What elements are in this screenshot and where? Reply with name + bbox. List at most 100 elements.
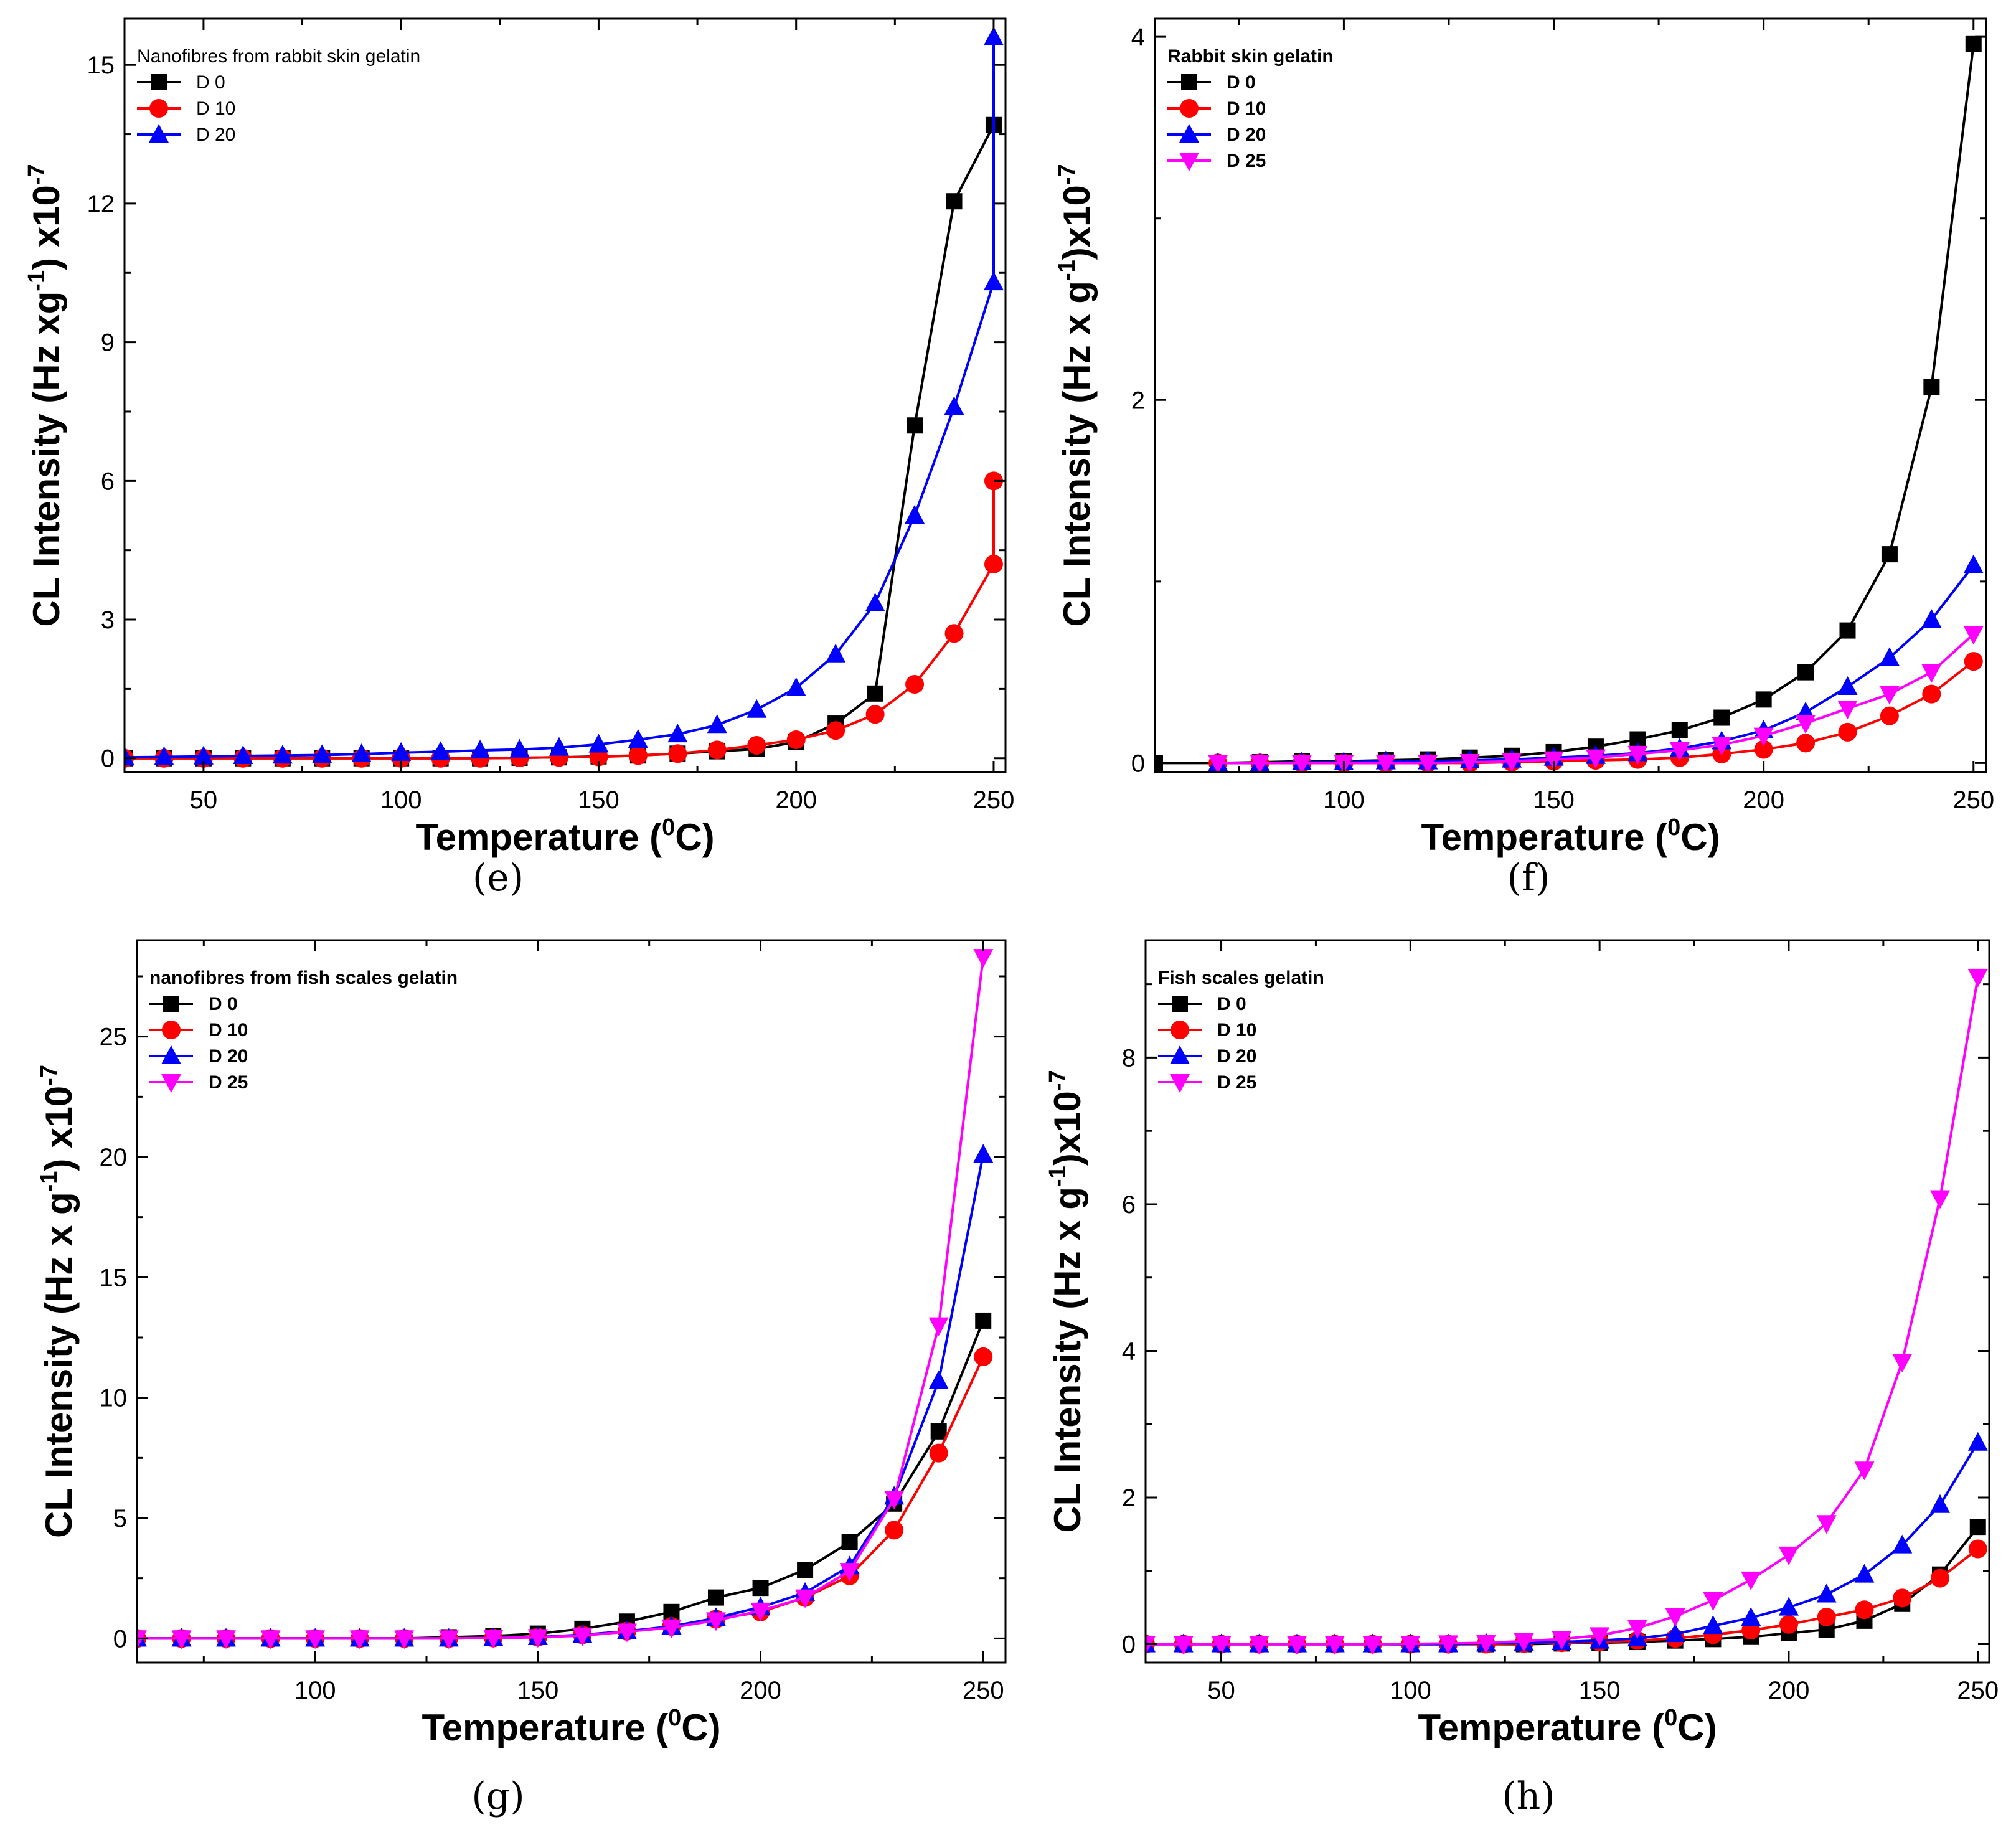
data-point <box>975 1312 992 1329</box>
data-point <box>786 730 806 750</box>
data-point <box>1476 1635 1496 1654</box>
legend-label: D 25 <box>1217 1072 1256 1093</box>
x-tick-label: 250 <box>1952 786 1994 814</box>
data-point <box>1796 734 1816 753</box>
data-point <box>1839 622 1856 639</box>
data-point <box>628 729 648 748</box>
chart-panel: 100 150 200 250 0 5 10 15 20 25 Temperature (0C) CL… <box>36 939 1007 1818</box>
data-point <box>272 745 293 764</box>
data-point <box>1712 737 1732 756</box>
data-point <box>797 1562 814 1578</box>
data-point <box>826 643 846 663</box>
data-point <box>983 26 1004 45</box>
data-point <box>470 740 491 759</box>
data-point <box>1438 1635 1459 1654</box>
legend-marker <box>1179 124 1199 143</box>
legend-label: D 0 <box>196 72 225 93</box>
legend-marker <box>161 1074 181 1093</box>
y-tick-label: 5 <box>113 1505 127 1532</box>
data-point <box>905 505 925 524</box>
legend-title: Fish scales gelatin <box>1158 968 1324 988</box>
data-point <box>1324 1636 1345 1655</box>
data-point <box>1930 1494 1951 1513</box>
legend-marker <box>1180 99 1199 118</box>
legend-label: D 10 <box>209 1020 248 1040</box>
data-point <box>572 1627 593 1646</box>
x-tick-label: 100 <box>380 786 422 814</box>
data-point <box>1931 1569 1950 1588</box>
data-point <box>747 699 767 718</box>
data-point <box>841 1534 858 1550</box>
data-point <box>171 1630 192 1649</box>
data-point <box>974 1347 993 1366</box>
y-tick-label: 4 <box>1131 24 1145 51</box>
data-point <box>483 1630 504 1649</box>
series-line <box>1218 564 1975 765</box>
legend-label: D 20 <box>196 125 235 145</box>
data-point <box>1703 1615 1723 1635</box>
y-tick-label: 0 <box>1131 750 1145 777</box>
y-tick-label: 20 <box>100 1144 128 1171</box>
x-tick-label: 100 <box>1323 786 1365 814</box>
data-point <box>349 1630 370 1649</box>
legend-label: D 0 <box>209 994 238 1014</box>
x-tick-label: 250 <box>1957 1677 1999 1704</box>
data-point <box>905 674 925 694</box>
data-point <box>628 746 648 765</box>
x-tick-label: 200 <box>740 1677 781 1704</box>
data-point <box>1665 1623 1685 1643</box>
legend-marker <box>1179 153 1199 171</box>
data-point <box>1817 1607 1836 1626</box>
data-point <box>1854 1461 1875 1481</box>
legend-label: D 25 <box>1227 151 1266 171</box>
legend-label: D 10 <box>1217 1020 1256 1040</box>
data-point <box>1854 1564 1875 1583</box>
plot-frame <box>123 17 1007 773</box>
data-point <box>1838 722 1857 742</box>
data-point <box>1921 609 1942 628</box>
data-point <box>1892 1534 1913 1554</box>
data-point <box>1502 753 1522 772</box>
data-point <box>929 1443 948 1463</box>
data-point <box>928 1317 949 1336</box>
panel-caption: (e) <box>473 856 524 900</box>
y-tick-label: 6 <box>101 468 115 495</box>
data-point <box>1968 1539 1987 1559</box>
data-point <box>973 949 994 968</box>
data-point <box>944 396 964 415</box>
x-tick-label: 150 <box>1533 786 1575 814</box>
legend-label: D 20 <box>1227 125 1266 145</box>
data-point <box>1543 751 1564 770</box>
plot-frame <box>1154 17 1987 773</box>
data-point <box>885 1521 904 1540</box>
y-tick-label: 4 <box>1122 1338 1136 1365</box>
data-point <box>907 417 923 434</box>
data-point <box>1923 379 1940 395</box>
data-point <box>1837 700 1858 719</box>
data-point <box>708 1589 724 1606</box>
data-point <box>1585 749 1606 768</box>
legend-title: Rabbit skin gelatin <box>1167 46 1334 67</box>
y-axis-label: CL Intensity (Hz x g-1)x10-7 <box>1054 164 1098 626</box>
data-point <box>438 1630 459 1649</box>
y-tick-label: 15 <box>100 1264 128 1291</box>
data-point <box>1967 968 1988 988</box>
y-axis-label: CL Intensity (Hz xg-1) x10-7 <box>24 164 67 626</box>
legend-title: Nanofibres from rabbit skin gelatin <box>137 46 420 67</box>
data-point <box>125 747 134 766</box>
y-axis-label: CL Intensity (Hz x g-1)x10-7 <box>1045 1070 1088 1532</box>
data-point <box>1964 652 1983 671</box>
data-point <box>984 554 1003 573</box>
legend-marker <box>1170 1074 1190 1093</box>
y-tick-label: 2 <box>1131 387 1145 414</box>
legend-label: D 25 <box>209 1072 248 1093</box>
x-axis-label: Temperature (0C) <box>415 814 714 858</box>
legend-label: D 20 <box>209 1046 248 1067</box>
data-point <box>661 1619 682 1638</box>
x-tick-label: 100 <box>1390 1677 1431 1704</box>
data-point <box>1418 755 1438 772</box>
data-point <box>137 1630 147 1649</box>
data-point <box>795 1589 816 1608</box>
data-point <box>1837 676 1858 695</box>
